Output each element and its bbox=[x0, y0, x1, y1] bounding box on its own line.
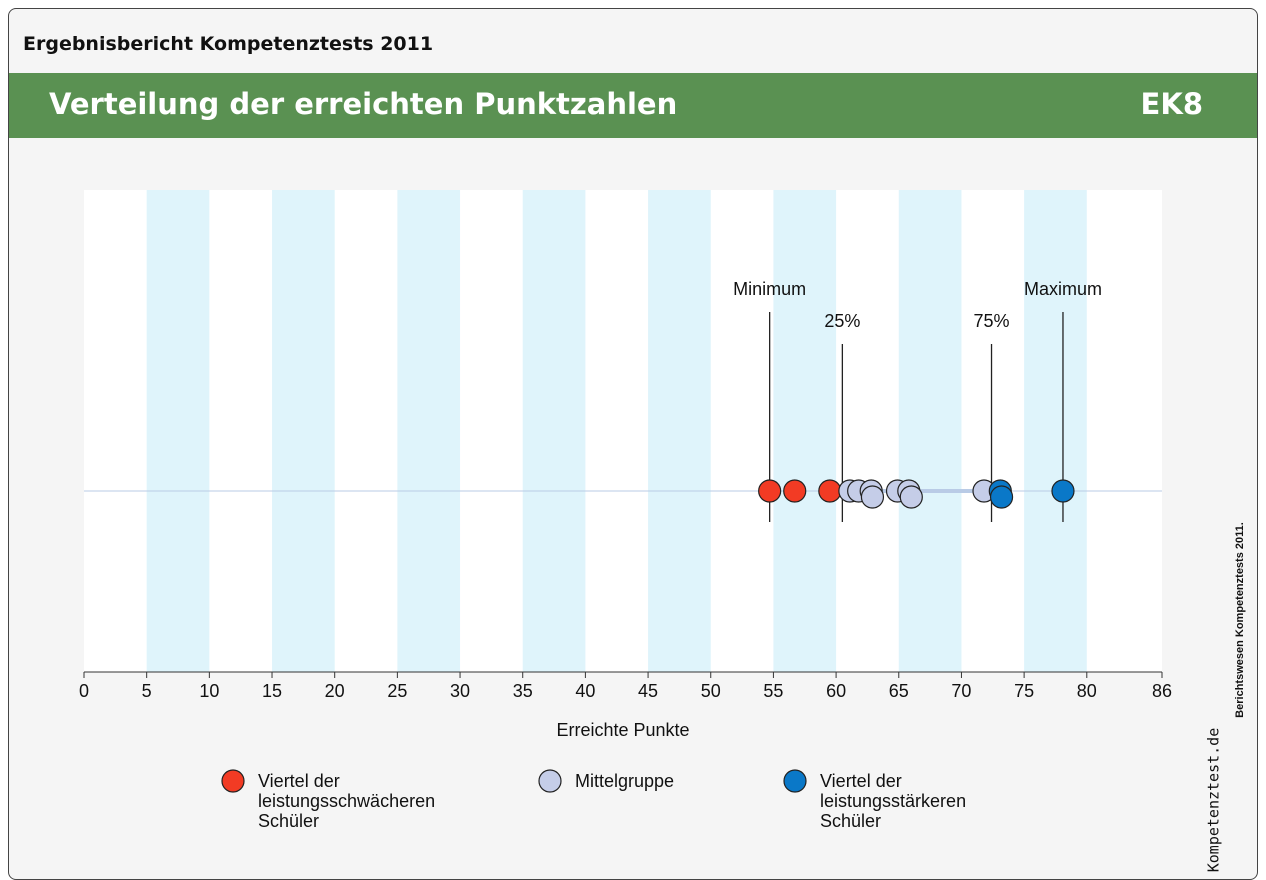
point bbox=[860, 485, 885, 509]
band bbox=[1024, 190, 1087, 672]
band bbox=[898, 190, 962, 672]
point bbox=[989, 485, 1014, 509]
logo: Kompetenztest.de bbox=[1205, 728, 1223, 872]
band bbox=[648, 190, 711, 672]
point bbox=[899, 485, 923, 509]
header: Ergebnisbericht Kompetenztests 2011 bbox=[23, 33, 434, 55]
legend-swatch bbox=[538, 769, 562, 793]
x-tick-label: 86 bbox=[1152, 681, 1172, 701]
marker-label: Minimum bbox=[733, 279, 806, 299]
x-tick-label: 35 bbox=[513, 681, 533, 701]
marker-label: Maximum bbox=[1024, 279, 1102, 299]
x-tick-label: 20 bbox=[325, 681, 345, 701]
x-tick-label: 60 bbox=[826, 681, 846, 701]
x-tick-label: 40 bbox=[575, 681, 595, 701]
banner-title: Verteilung der erreichten Punktzahlen bbox=[49, 87, 678, 121]
band bbox=[272, 190, 335, 672]
x-tick-label: 10 bbox=[199, 681, 219, 701]
band bbox=[397, 190, 461, 672]
banner-code: EK8 bbox=[1140, 87, 1203, 121]
legend-swatch bbox=[783, 769, 807, 793]
x-tick-label: 55 bbox=[763, 681, 783, 701]
legend-label: Viertel der leistungsschwächeren Schüler bbox=[258, 771, 436, 831]
x-tick-label: 75 bbox=[1014, 681, 1034, 701]
x-axis-label: Erreichte Punkte bbox=[556, 720, 689, 740]
x-tick-label: 70 bbox=[951, 681, 971, 701]
x-tick-label: 5 bbox=[142, 681, 152, 701]
x-tick-label: 50 bbox=[701, 681, 721, 701]
side-note: Berichtswesen Kompetenztests 2011. bbox=[1234, 522, 1246, 718]
x-tick-label: 0 bbox=[79, 681, 89, 701]
x-tick-label: 25 bbox=[387, 681, 407, 701]
band bbox=[146, 190, 210, 672]
legend-swatch bbox=[221, 769, 245, 793]
point bbox=[783, 479, 807, 503]
x-tick-label: 45 bbox=[638, 681, 658, 701]
banner: Verteilung der erreichten Punktzahlen EK… bbox=[9, 73, 1257, 138]
band bbox=[522, 190, 586, 672]
x-tick-label: 15 bbox=[262, 681, 282, 701]
point bbox=[818, 479, 842, 503]
legend-label: Viertel der leistungsstärkeren Schüler bbox=[820, 771, 967, 831]
point bbox=[758, 479, 782, 503]
x-tick-label: 30 bbox=[450, 681, 470, 701]
marker-label: 75% bbox=[974, 311, 1010, 331]
point bbox=[1051, 479, 1075, 503]
marker-label: 25% bbox=[824, 311, 860, 331]
plot-area bbox=[84, 190, 1162, 672]
x-tick-label: 65 bbox=[889, 681, 909, 701]
band bbox=[773, 190, 837, 672]
x-tick-label: 80 bbox=[1077, 681, 1097, 701]
legend-label: Mittelgruppe bbox=[575, 771, 675, 791]
